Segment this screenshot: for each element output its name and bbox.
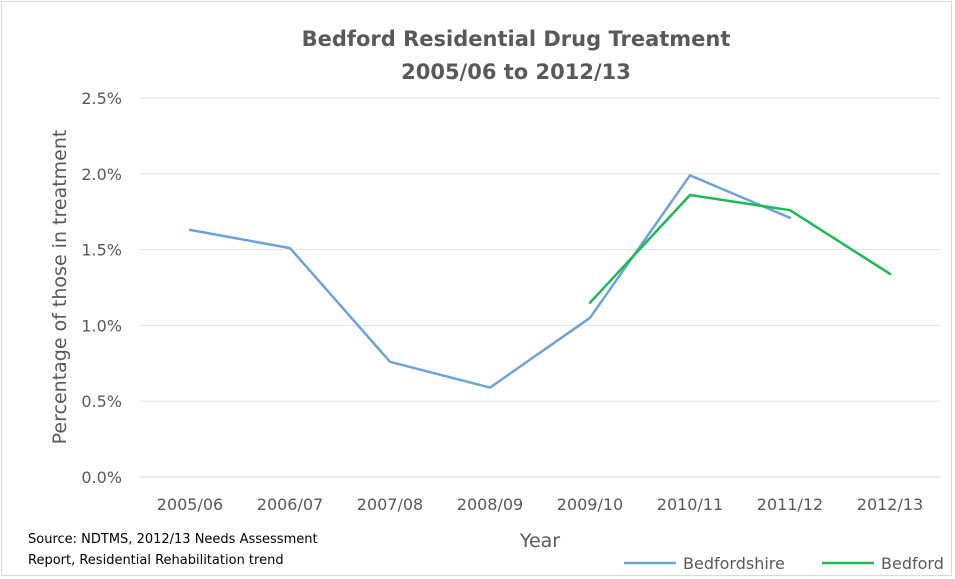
source-note-line-2: Report, Residential Rehabilitation trend [28, 553, 284, 568]
source-note: Source: NDTMS, 2012/13 Needs Assessment … [28, 529, 388, 571]
y-tick-label: 1.5% [81, 241, 122, 260]
x-tick-label: 2012/13 [857, 495, 923, 514]
x-axis-ticks: 2005/06 2006/07 2007/08 2008/09 2009/10 2010/… [157, 495, 923, 514]
x-tick-label: 2008/09 [457, 495, 523, 514]
legend: Bedfordshire Bedford [624, 554, 944, 573]
series-layer [188, 174, 892, 389]
x-tick-label: 2005/06 [157, 495, 223, 514]
y-tick-label: 0.5% [81, 392, 122, 411]
x-tick-label: 2007/08 [357, 495, 423, 514]
x-tick-label: 2006/07 [257, 495, 323, 514]
x-axis-label: Year [519, 530, 560, 552]
gridlines [140, 97, 940, 478]
x-tick-label: 2011/12 [757, 495, 823, 514]
legend-label-bedford: Bedford [881, 554, 944, 573]
y-tick-label: 0.0% [81, 468, 122, 487]
y-tick-label: 2.5% [81, 89, 122, 108]
source-note-line-1: Source: NDTMS, 2012/13 Needs Assessment [28, 532, 318, 547]
y-axis-label: Percentage of those in treatment [49, 130, 71, 445]
series-line-bedford [588, 193, 892, 304]
y-tick-label: 1.0% [81, 316, 122, 335]
chart-title-line-2: 2005/06 to 2012/13 [401, 60, 631, 84]
y-axis-ticks: 0.0% 0.5% 1.0% 1.5% 2.0% 2.5% [81, 89, 122, 487]
series-line-bedfordshire [188, 174, 792, 389]
y-tick-label: 2.0% [81, 165, 122, 184]
x-tick-label: 2010/11 [657, 495, 723, 514]
x-tick-label: 2009/10 [557, 495, 623, 514]
legend-label-bedfordshire: Bedfordshire [683, 554, 785, 573]
chart-title-line-1: Bedford Residential Drug Treatment [302, 27, 731, 51]
